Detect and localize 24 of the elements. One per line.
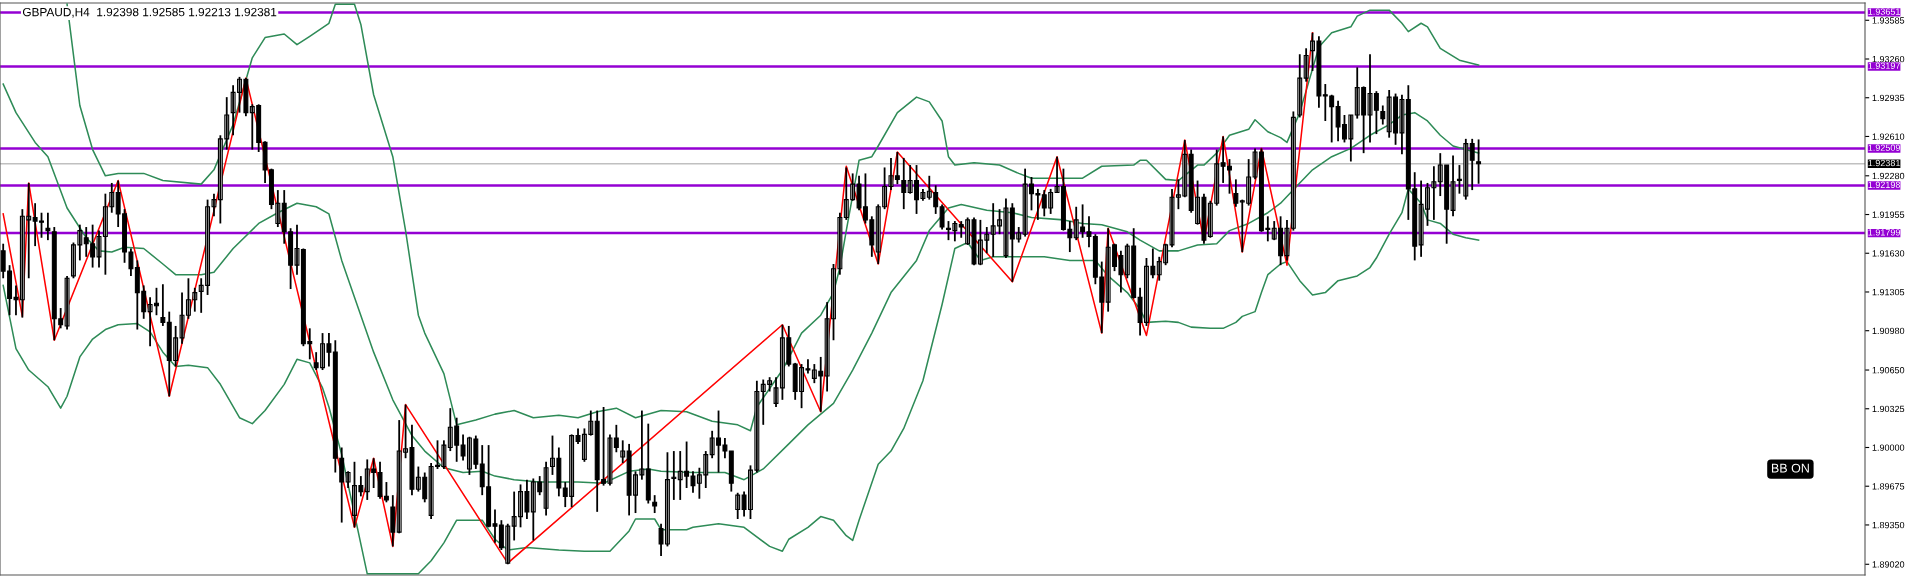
y-tick-label: 1.89675 bbox=[1872, 483, 1905, 490]
line-series bbox=[2, 188, 1480, 575]
y-tick-label: 1.90000 bbox=[1872, 444, 1905, 451]
y-tick-label: 1.91305 bbox=[1872, 288, 1905, 296]
y-tick-label: 1.89020 bbox=[1872, 561, 1905, 568]
y-tick-label: 1.91955 bbox=[1872, 211, 1905, 218]
y-tick-label: 1.91630 bbox=[1872, 250, 1905, 257]
y-tick-label: 1.89350 bbox=[1872, 521, 1905, 529]
ref-line-label: 1.92198 bbox=[1868, 181, 1901, 188]
ref-line-label: 1.91799 bbox=[1868, 229, 1900, 236]
ref-line-label: 1.92509 bbox=[1868, 144, 1900, 151]
y-tick-label: 1.92610 bbox=[1872, 133, 1905, 140]
y-tick-label: 1.92935 bbox=[1872, 94, 1905, 102]
annotation: BB ON bbox=[1771, 463, 1809, 473]
y-tick-label: 1.93260 bbox=[1872, 55, 1905, 63]
y-tick-label: 1.92280 bbox=[1872, 172, 1905, 180]
y-tick-label: 1.90325 bbox=[1872, 405, 1905, 413]
chart-title: GBPAUD,H4 1.92398 1.92585 1.92213 1.92381 bbox=[22, 7, 277, 18]
ref-line-label: 1.92381 bbox=[1868, 159, 1900, 167]
y-tick-label: 1.90980 bbox=[1872, 327, 1905, 335]
ref-line-label: 1.93651 bbox=[1868, 8, 1900, 15]
y-tick-label: 1.90650 bbox=[1872, 367, 1905, 374]
y-tick-label: 1.93585 bbox=[1872, 17, 1905, 24]
ref-line-label: 1.93197 bbox=[1868, 62, 1900, 69]
